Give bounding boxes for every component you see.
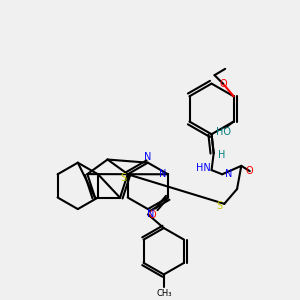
Text: HN: HN [196, 163, 211, 173]
Text: N: N [147, 209, 155, 219]
Text: N: N [159, 169, 166, 179]
Text: N: N [144, 152, 152, 162]
Text: O: O [219, 79, 227, 88]
Text: CH₃: CH₃ [156, 289, 172, 298]
Text: N: N [225, 169, 232, 179]
Text: H: H [218, 150, 226, 160]
Text: O: O [246, 166, 253, 176]
Text: HO: HO [215, 127, 230, 137]
Text: S: S [216, 201, 222, 211]
Text: O: O [148, 210, 156, 220]
Text: S: S [120, 173, 127, 183]
